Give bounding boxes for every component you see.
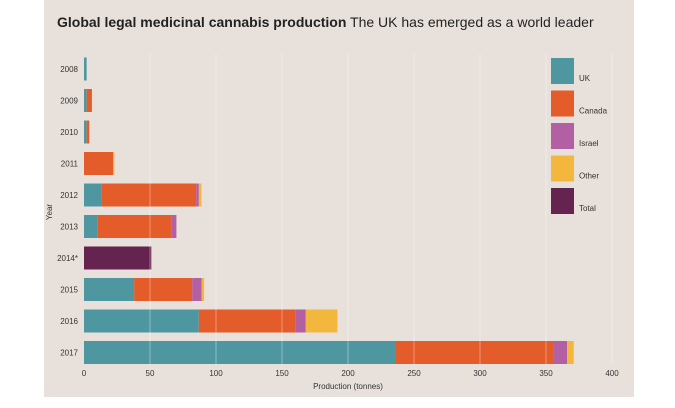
bar-uk-2010 (84, 120, 87, 144)
y-tick-label: 2017 (60, 349, 78, 358)
bar-canada-2015 (134, 278, 193, 301)
legend-label-other: Other (579, 172, 599, 181)
bar-canada-2009 (86, 89, 92, 112)
bar-uk-2016 (84, 309, 199, 333)
y-tick-label: 2012 (60, 191, 78, 200)
bar-israel-2016 (295, 309, 306, 333)
bar-israel-2012 (196, 183, 199, 207)
y-tick-label: 2010 (60, 128, 78, 137)
x-tick-label: 150 (275, 369, 289, 378)
bar-uk-2009 (84, 89, 87, 112)
legend-swatch-other (551, 155, 574, 182)
bar-israel-2017 (553, 341, 568, 364)
x-tick-label: 300 (473, 369, 487, 378)
bar-other-2011 (113, 152, 115, 175)
legend-label-canada: Canada (579, 107, 608, 116)
x-tick-labels-group: 0 50 100 150 200 250 300 350 400 (82, 369, 619, 378)
bar-canada-2010 (86, 120, 90, 144)
bar-uk-2008 (84, 57, 87, 81)
y-tick-label: 2015 (60, 286, 78, 295)
bar-uk-2012 (84, 183, 102, 207)
y-tick-label: 2016 (60, 317, 78, 326)
bar-other-2017 (567, 341, 574, 364)
chart-title-main: Global legal medicinal cannabis producti… (57, 14, 347, 30)
gridlines-group (149, 53, 613, 364)
bar-other-2012 (198, 183, 202, 207)
y-tick-label: 2009 (60, 97, 78, 106)
bar-other-2015 (201, 278, 205, 301)
bar-uk-2013 (84, 215, 98, 238)
x-tick-label: 350 (539, 369, 553, 378)
chart-subtitle: The UK has emerged as a world leader (350, 14, 594, 30)
legend-label-israel: Israel (579, 139, 599, 148)
bar-israel-2013 (171, 215, 177, 238)
bar-canada-2017 (395, 341, 554, 364)
x-tick-label: 250 (407, 369, 421, 378)
bar-canada-2016 (198, 309, 296, 333)
legend: UK Canada Israel Other Total (551, 58, 608, 214)
x-tick-label: 100 (209, 369, 223, 378)
bar-canada-2012 (101, 183, 197, 207)
bar-canada-2013 (97, 215, 172, 238)
x-axis-title: Production (tonnes) (313, 382, 383, 391)
legend-label-uk: UK (579, 74, 591, 83)
y-tick-label: 2013 (60, 223, 78, 232)
y-tick-label: 2011 (61, 160, 79, 169)
x-tick-label: 0 (82, 369, 87, 378)
legend-swatch-canada (551, 90, 574, 117)
x-tick-label: 400 (605, 369, 619, 378)
y-tick-label: 2014* (57, 254, 78, 263)
bar-other-2016 (305, 309, 338, 333)
bars-group (84, 57, 574, 364)
bar-uk-2017 (84, 341, 396, 364)
legend-swatch-israel (551, 123, 574, 149)
bar-uk-2015 (84, 278, 135, 301)
legend-swatch-uk (551, 58, 574, 84)
legend-label-total: Total (579, 204, 596, 213)
y-axis-title: Year (45, 204, 54, 221)
chart-title: Global legal medicinal cannabis producti… (57, 14, 627, 30)
bar-israel-2015 (192, 278, 202, 301)
legend-swatch-total (551, 188, 574, 214)
bar-total-2014 (84, 246, 152, 270)
x-tick-label: 50 (146, 369, 155, 378)
y-tick-labels-group: 2008 2009 2010 2011 2012 2013 2014* 2015 2016 201… (57, 65, 78, 358)
y-tick-label: 2008 (60, 65, 78, 74)
bar-canada-2011 (84, 152, 114, 175)
x-tick-label: 200 (341, 369, 355, 378)
